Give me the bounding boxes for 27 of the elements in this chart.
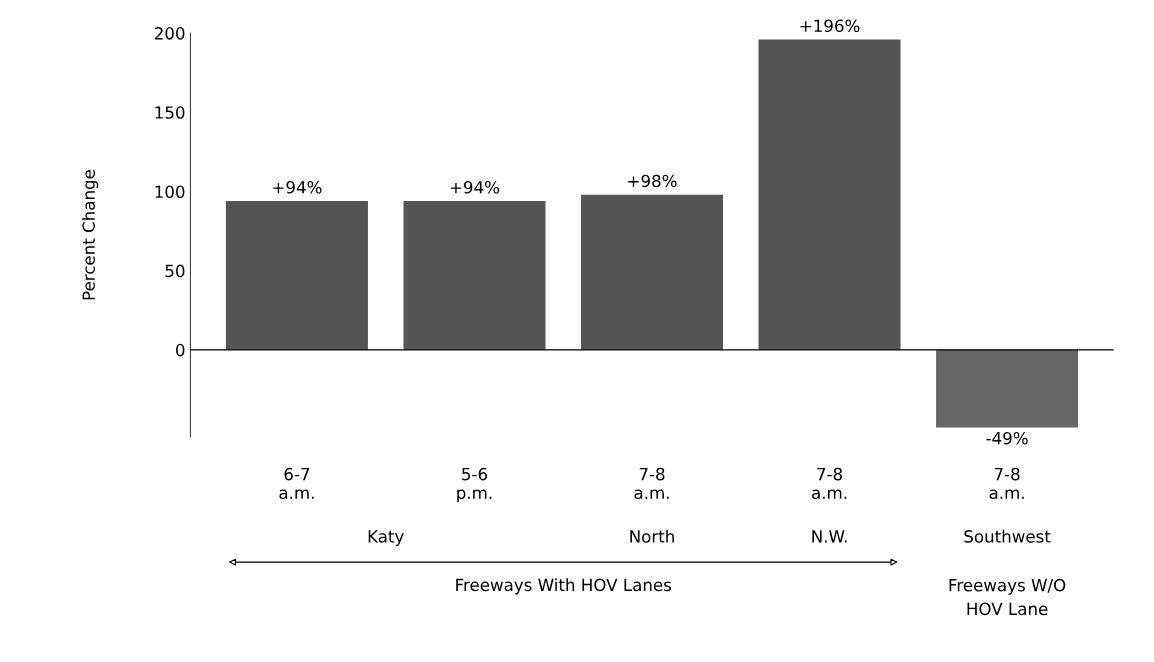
y-tick-label: 150 [155,106,185,119]
y-tick-label: 50 [165,264,185,278]
y-tick-label: 0 [176,343,185,357]
x-tick-label: 7-8 a.m. [989,467,1024,500]
text: Freeways With HOV Lanes [456,578,672,595]
data-label: +94% [450,180,500,194]
data-label: -49% [986,431,1028,445]
text: N.W. [812,530,847,543]
bar [758,39,901,350]
y-tick-label: 100 [155,185,185,199]
bar [225,200,368,350]
text: Katy [368,530,404,546]
bar [580,194,724,350]
data-label: +196% [800,19,860,33]
text: North [630,529,674,543]
y-axis-title: Percent Change [82,170,99,300]
data-label: +94% [273,180,322,194]
text: Freeways W/O HOV Lane [949,578,1066,616]
bar [403,200,546,350]
bar [936,349,1079,428]
y-tick-label: 200 [154,27,185,40]
data-label: +98% [628,174,677,188]
x-tick-label: 5-6 p.m. [457,467,492,503]
x-tick-label: 7-8 a.m. [812,467,847,500]
x-tick-label: 6-7 a.m. [279,467,314,500]
x-tick-label: 7-8 a.m. [634,467,669,500]
text: Southwest [964,529,1051,543]
